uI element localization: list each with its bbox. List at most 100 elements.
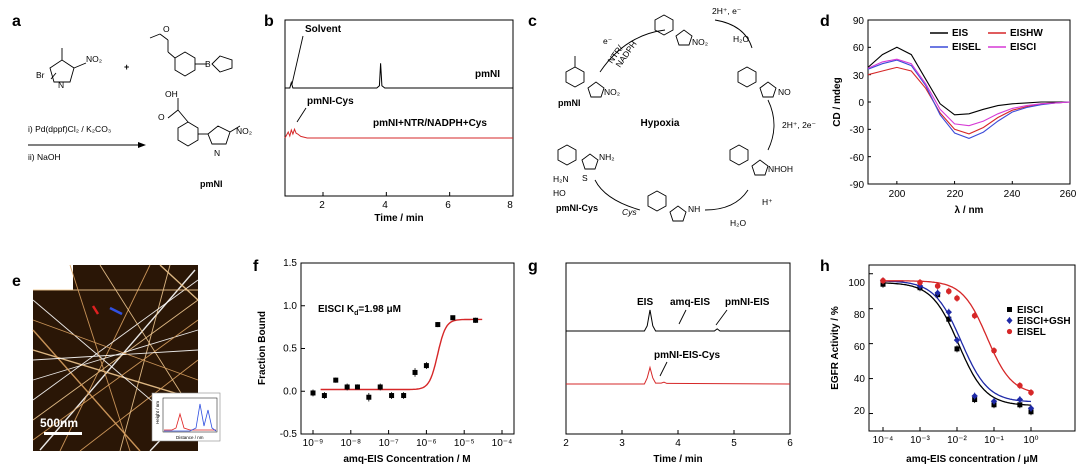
b-trace-0 bbox=[285, 63, 513, 89]
intermediate-4-nh: NH bbox=[688, 204, 700, 214]
afm-inset-blue-profile bbox=[164, 403, 217, 432]
h-xtick-label-0: 10⁻⁴ bbox=[873, 435, 894, 446]
label-trace-reaction: pmNI+NTR/NADPH+Cys bbox=[373, 118, 487, 129]
panel-b-xticks: 2 4 6 8 bbox=[319, 200, 513, 211]
d-ytick-30: 30 bbox=[853, 71, 865, 82]
panel-letter-g: g bbox=[528, 258, 538, 275]
panel-h-frame bbox=[868, 264, 1076, 432]
h-xtick-label-4: 10⁰ bbox=[1023, 435, 1038, 446]
d-series-eisci bbox=[867, 58, 1071, 127]
panel-f-frame bbox=[300, 262, 515, 435]
d-series-eis bbox=[867, 46, 1070, 116]
h-ytick-80: 80 bbox=[854, 310, 866, 321]
h-point-2-7 bbox=[1017, 382, 1023, 389]
h-point-2-5 bbox=[971, 312, 978, 319]
d-ytick-90: 90 bbox=[853, 16, 865, 27]
reactant-n-label: N bbox=[58, 80, 64, 90]
intermediate-3-nhoh: NHOH bbox=[768, 164, 793, 174]
product-oh-label: OH bbox=[165, 89, 178, 99]
cycle-arrow-2 bbox=[714, 19, 753, 49]
f-point-11 bbox=[435, 322, 441, 328]
pmni-cys-nh2: NH₂ bbox=[599, 152, 615, 162]
d-ytick-m90: -90 bbox=[850, 180, 865, 191]
structure-pmni-cys-label: pmNI-Cys bbox=[556, 203, 598, 213]
panel-d-xticks: 200 220 240 260 bbox=[889, 189, 1077, 200]
afm-fiber-1 bbox=[32, 299, 199, 421]
f-point-6 bbox=[377, 384, 383, 390]
h-point-0-3 bbox=[946, 316, 952, 322]
h-fit-2 bbox=[883, 280, 1032, 392]
afm-inset-red-profile bbox=[164, 412, 216, 431]
structure-intermediate-3: NHOH bbox=[729, 144, 793, 176]
label-pmni-eis-cys: pmNI-EIS-Cys bbox=[654, 350, 721, 361]
d-ylabel: CD / mdeg bbox=[832, 77, 843, 126]
h-ytick-20: 20 bbox=[854, 406, 866, 417]
afm-fiber-16 bbox=[159, 264, 199, 301]
d-legend-label-eisel: EISEL bbox=[952, 42, 981, 53]
f-ytick-label-2: 0.5 bbox=[283, 344, 297, 355]
c-label-h2o-1: H₂O bbox=[733, 34, 749, 44]
panel-b-frame bbox=[284, 19, 514, 197]
afm-fibers bbox=[32, 264, 199, 452]
panel-c: c Hypoxia pmNI NO₂ NO₂ NO NHOH bbox=[528, 6, 817, 228]
product-name: pmNI bbox=[200, 179, 223, 189]
h-fit-1 bbox=[883, 280, 1032, 403]
h-point-2-8 bbox=[1028, 389, 1034, 396]
panel-g-plot-area bbox=[565, 309, 791, 434]
c-label-step2: 2H⁺, e⁻ bbox=[712, 6, 742, 16]
panel-h-yticks: 100 80 60 40 20 bbox=[848, 278, 865, 417]
arrow-pmni-cys bbox=[296, 107, 307, 123]
d-legend-label-eis: EIS bbox=[952, 28, 968, 39]
structure-intermediate-4: NH bbox=[647, 190, 700, 222]
arrow-amq-eis bbox=[678, 309, 687, 325]
cycle-center-hypoxia: Hypoxia bbox=[641, 118, 680, 129]
g-xtick-4: 4 bbox=[675, 438, 681, 449]
h-point-1-7 bbox=[1016, 396, 1024, 403]
h-ytick-100: 100 bbox=[848, 278, 865, 289]
g-xtick-2: 2 bbox=[563, 438, 569, 449]
f-point-12 bbox=[450, 315, 456, 321]
h-ytick-40: 40 bbox=[854, 374, 866, 385]
pmni-cys-ho: HO bbox=[553, 188, 566, 198]
panel-letter-c: c bbox=[528, 13, 537, 30]
f-point-10 bbox=[423, 363, 429, 369]
h-point-2-4 bbox=[954, 295, 960, 302]
structure-pmni-cys: NH₂ H₂N S HO pmNI-Cys bbox=[553, 144, 615, 213]
c-label-cys: Cys bbox=[622, 207, 637, 217]
panel-d-yticks: 90 60 30 0 -30 -60 -90 bbox=[850, 16, 865, 191]
panel-letter-a: a bbox=[12, 13, 21, 30]
plus-sign: + bbox=[124, 62, 129, 72]
d-ytick-0: 0 bbox=[858, 98, 864, 109]
c-label-step3: 2H⁺, 2e⁻ bbox=[782, 120, 817, 130]
afm-inset-axes bbox=[162, 397, 218, 433]
h-point-2-0 bbox=[880, 277, 886, 284]
h-point-0-7 bbox=[1017, 402, 1023, 408]
afm-fiber-9 bbox=[32, 279, 199, 401]
c-label-e: e⁻ bbox=[603, 36, 613, 46]
f-ytick-label-3: 1.0 bbox=[283, 301, 297, 312]
reaction-step-1: i) Pd(dppf)Cl₂ / K₂CO₃ bbox=[28, 124, 111, 134]
d-xtick-200: 200 bbox=[889, 189, 906, 200]
structure-pmni-label: pmNI bbox=[558, 98, 581, 108]
b-xtick-6: 6 bbox=[445, 200, 451, 211]
b-xtick-2: 2 bbox=[319, 200, 325, 211]
panel-letter-b: b bbox=[264, 13, 274, 30]
afm-height-inset bbox=[151, 392, 221, 442]
d-xlabel: λ / nm bbox=[955, 205, 984, 216]
f-fit-curve bbox=[320, 318, 483, 391]
b-trace-1 bbox=[284, 127, 513, 139]
reactant-br-label: Br bbox=[36, 70, 45, 80]
panel-h-plot-area: 10⁻⁴ 10⁻³ 10⁻² 10⁻¹ 10⁰ bbox=[869, 273, 1039, 446]
afm-fiber-11 bbox=[32, 319, 199, 441]
c-label-h2o-2: H₂O bbox=[730, 218, 746, 228]
h-point-2-6 bbox=[991, 347, 997, 354]
f-xtick-label-5: 10⁻⁴ bbox=[492, 438, 513, 449]
afm-fiber-15 bbox=[32, 349, 199, 361]
g-trace-1 bbox=[566, 365, 791, 385]
h-point-1-6 bbox=[990, 398, 998, 405]
h-legend-label-1: EISCI+GSH bbox=[1017, 316, 1071, 327]
label-pmni-cys: pmNI-Cys bbox=[307, 96, 354, 107]
h-xlabel: amq-EIS concentration / μM bbox=[906, 454, 1038, 465]
boronate-o-label: O bbox=[163, 24, 170, 34]
